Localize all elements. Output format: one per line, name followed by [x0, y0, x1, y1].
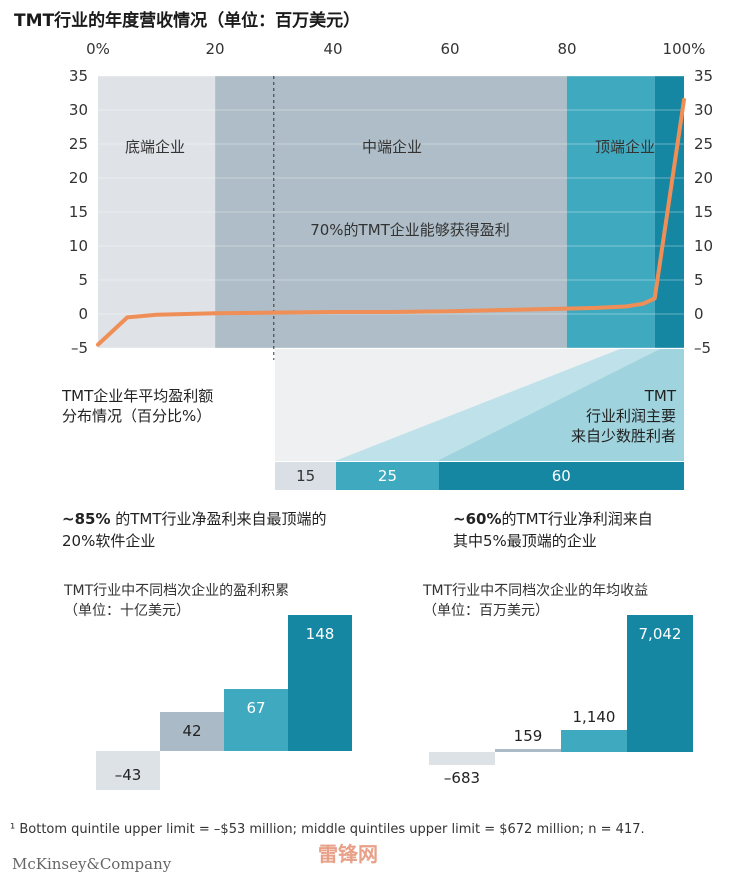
note-right-line: 来自少数胜利者 — [570, 427, 676, 445]
bar — [224, 689, 288, 751]
revenue-line-chart — [96, 75, 686, 360]
band-segment: 25 — [336, 462, 439, 490]
brand-logo: McKinsey&Company — [12, 855, 172, 873]
profit-annotation: 70%的TMT企业能够获得盈利 — [310, 221, 510, 239]
zone-rect — [98, 76, 216, 348]
headline-right-line2: 其中5%最顶端的企业 — [453, 532, 597, 550]
y-tick-right: 5 — [694, 271, 704, 289]
y-tick-left: 5 — [78, 271, 88, 289]
chart-title: TMT行业的年度营收情况（单位：百万美元） — [14, 11, 361, 31]
band-segment-label: 25 — [377, 467, 398, 485]
zone-tint — [215, 76, 567, 348]
y-tick-left: 0 — [78, 305, 88, 323]
x-tick-label: 20 — [205, 40, 225, 58]
zone-label-middle: 中端企业 — [361, 138, 423, 156]
bar — [160, 712, 224, 751]
watermark: 雷锋网 — [318, 842, 378, 866]
y-tick-right: 30 — [694, 101, 714, 119]
distribution-band: 15 25 60 — [275, 462, 684, 490]
headline-right: ~60%的TMT行业净利润来自 其中5%最顶端的企业 — [453, 508, 653, 552]
bar-value-label: 7,042 — [638, 625, 682, 643]
right-bar-subtitle: （单位：百万美元） — [423, 603, 549, 619]
headline-right-bold: ~60% — [453, 510, 502, 528]
headline-left-text: 的TMT行业净盈利来自最顶端的 — [110, 510, 327, 528]
y-tick-left: 25 — [68, 135, 88, 153]
band-segment-label: 15 — [296, 467, 316, 485]
bar-value-label: –43 — [114, 766, 142, 784]
note-right-line: 行业利润主要 — [585, 407, 676, 425]
y-tick-right: 0 — [694, 305, 704, 323]
y-tick-left: –5 — [70, 339, 88, 357]
y-tick-left: 20 — [68, 169, 88, 187]
headline-left-line2: 20%软件企业 — [62, 532, 156, 550]
bar — [627, 615, 693, 752]
gridlines — [98, 75, 684, 349]
x-tick-label: 60 — [440, 40, 460, 58]
note-right-line: TMT — [644, 387, 676, 405]
x-tick-label: 80 — [557, 40, 577, 58]
bar — [561, 729, 627, 752]
footnote: ¹ Bottom quintile upper limit = –$53 mil… — [10, 822, 645, 837]
series-line-revenue — [96, 97, 686, 347]
band-segment-label: 60 — [551, 467, 571, 485]
headline-left: ~85% 的TMT行业净盈利来自最顶端的 20%软件企业 — [62, 508, 327, 552]
bar — [288, 615, 352, 751]
bar-value-label: 159 — [513, 726, 543, 745]
y-tick-left: 10 — [68, 237, 88, 255]
left-bar-chart-title: TMT行业中不同档次企业的盈利积累 （单位：十亿美元） — [64, 581, 289, 621]
bar — [495, 748, 561, 752]
bar-value-label: 148 — [305, 625, 335, 643]
left-bar-subtitle: （单位：十亿美元） — [64, 603, 190, 619]
note-left-line: TMT企业年平均盈利额 — [62, 387, 214, 405]
y-tick-right: 10 — [694, 237, 714, 255]
y-tick-left: 15 — [68, 203, 88, 221]
y-tick-right: 15 — [694, 203, 714, 221]
bar-value-label: –683 — [443, 769, 481, 787]
bar-value-label: 67 — [246, 699, 266, 718]
y-tick-left: 35 — [68, 67, 88, 85]
bar — [429, 751, 495, 765]
y-tick-left: 30 — [68, 101, 88, 119]
headline-left-bold: ~85% — [62, 510, 111, 528]
bar — [96, 750, 160, 790]
band-segment: 60 — [438, 462, 684, 490]
headline-right-text: 的TMT行业净利润来自 — [501, 510, 653, 528]
y-tick-right: 35 — [694, 67, 714, 85]
x-tick-label: 0% — [86, 40, 110, 58]
left-bar-title: TMT行业中不同档次企业的盈利积累 — [64, 583, 290, 599]
zone-label-bottom: 底端企业 — [124, 138, 186, 156]
note-left-line: 分布情况（百分比%） — [62, 407, 212, 425]
bar-value-label: 42 — [182, 722, 202, 741]
distribution-wedges — [275, 349, 684, 461]
zone-label-top: 顶端企业 — [594, 138, 656, 156]
y-tick-right: 20 — [694, 169, 714, 187]
x-tick-label: 40 — [323, 40, 343, 58]
right-bar-chart-title: TMT行业中不同档次企业的年均收益 （单位：百万美元） — [423, 581, 648, 621]
right-bar-title: TMT行业中不同档次企业的年均收益 — [423, 583, 649, 599]
distribution-note-right: TMT 行业利润主要 来自少数胜利者 — [480, 386, 676, 446]
distribution-note-left: TMT企业年平均盈利额 分布情况（百分比%） — [62, 386, 213, 426]
y-tick-right: 25 — [694, 135, 714, 153]
band-segment: 15 — [275, 462, 337, 490]
y-tick-right: –5 — [694, 339, 712, 357]
x-tick-label: 100% — [662, 40, 706, 58]
bar-value-label: 1,140 — [572, 707, 616, 726]
